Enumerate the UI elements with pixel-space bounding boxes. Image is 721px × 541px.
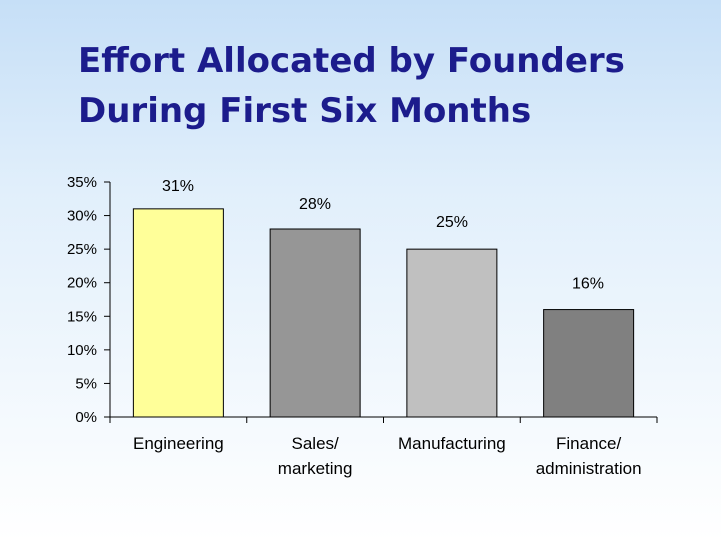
category-label-1: Sales/marketing — [278, 434, 353, 478]
bar-2 — [406, 248, 498, 418]
y-tick-label: 0% — [75, 409, 97, 426]
y-tick-label: 5% — [75, 375, 97, 392]
y-tick-label: 10% — [67, 342, 97, 359]
category-label-line: Engineering — [133, 434, 224, 453]
category-label-0: Engineering — [133, 434, 224, 453]
title-line-2: During First Six Months — [78, 91, 532, 131]
data-label-3: 16% — [572, 276, 604, 293]
y-tick-label: 20% — [67, 275, 97, 292]
y-tick-label: 25% — [67, 241, 97, 258]
y-tick-label: 35% — [67, 174, 97, 191]
bar-3 — [543, 309, 635, 418]
y-tick-label: 15% — [67, 308, 97, 325]
title-line-1: Effort Allocated by Founders — [78, 41, 625, 81]
category-label-line: administration — [536, 459, 642, 478]
data-label-2: 25% — [436, 214, 468, 231]
category-label-2: Manufacturing — [398, 434, 506, 453]
bar-1 — [269, 228, 361, 418]
category-label-line: marketing — [278, 459, 353, 478]
data-label-0: 31% — [162, 178, 194, 195]
category-label-line: Manufacturing — [398, 434, 506, 453]
bar-0 — [132, 208, 224, 418]
data-label-1: 28% — [299, 196, 331, 213]
y-tick-label: 30% — [67, 208, 97, 225]
slide-title: Effort Allocated by Founders During Firs… — [78, 36, 698, 136]
category-label-3: Finance/administration — [536, 434, 642, 478]
category-label-line: Finance/ — [556, 434, 621, 453]
category-label-line: Sales/ — [292, 434, 340, 453]
